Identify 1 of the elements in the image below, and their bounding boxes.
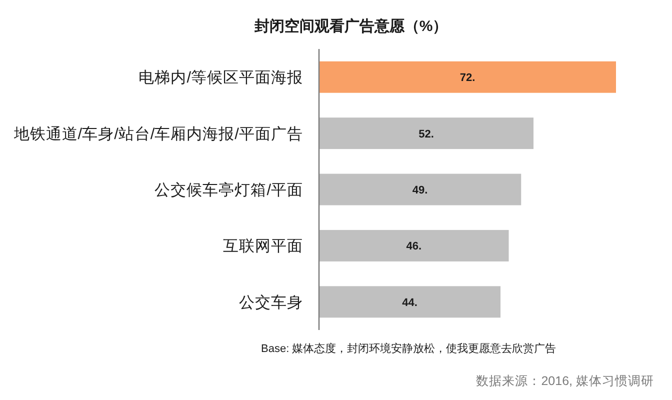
title: 封闭空间观看广告意愿（%） xyxy=(254,18,448,35)
